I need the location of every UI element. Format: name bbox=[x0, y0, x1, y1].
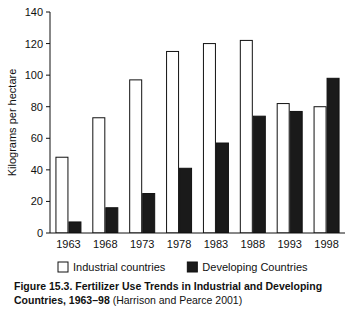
y-tick-label: 20 bbox=[31, 195, 43, 207]
chart: 0 20 40 60 80 100 120 140 Kilograms per hectare 1… bbox=[0, 0, 351, 321]
y-tick-label: 140 bbox=[25, 6, 43, 18]
x-tick-label: 1968 bbox=[93, 238, 117, 250]
y-axis bbox=[50, 12, 51, 233]
y-tick bbox=[46, 201, 50, 202]
x-tick-label: 1998 bbox=[314, 238, 338, 250]
legend-swatch bbox=[187, 262, 197, 272]
caption: Figure 15.3. Fertilizer Use Trends in In… bbox=[14, 279, 334, 307]
y-tick-label: 60 bbox=[31, 132, 43, 144]
x-axis bbox=[50, 233, 345, 234]
bar bbox=[253, 116, 265, 233]
y-tick bbox=[46, 106, 50, 107]
bar bbox=[93, 118, 105, 233]
bars bbox=[56, 40, 339, 233]
y-tick bbox=[46, 75, 50, 76]
bar bbox=[290, 111, 302, 233]
bar bbox=[216, 143, 228, 233]
x-tick-label: 1983 bbox=[204, 238, 228, 250]
bar bbox=[240, 40, 252, 233]
bar bbox=[106, 208, 118, 233]
y-tick bbox=[46, 233, 50, 234]
x-tick-label: 1978 bbox=[167, 238, 191, 250]
bar bbox=[56, 157, 68, 233]
y-tick bbox=[46, 169, 50, 170]
bar bbox=[314, 107, 326, 233]
x-tick-label: 1963 bbox=[56, 238, 80, 250]
y-tick bbox=[46, 138, 50, 139]
bar bbox=[203, 44, 215, 233]
legend-label: Industrial countries bbox=[73, 261, 166, 273]
bar bbox=[327, 78, 339, 233]
y-tick-label: 100 bbox=[25, 69, 43, 81]
legend-label: Developing Countries bbox=[202, 261, 308, 273]
bar bbox=[167, 51, 179, 233]
bar bbox=[180, 168, 192, 233]
y-tick bbox=[46, 12, 50, 13]
y-tick-label: 40 bbox=[31, 164, 43, 176]
bar bbox=[143, 194, 155, 233]
x-tick-label: 1993 bbox=[277, 238, 301, 250]
y-axis-label: Kilograms per hectare bbox=[6, 69, 18, 177]
bar bbox=[277, 104, 289, 233]
y-tick-label: 80 bbox=[31, 101, 43, 113]
x-tick-label: 1973 bbox=[130, 238, 154, 250]
y-tick-label: 120 bbox=[25, 38, 43, 50]
subtitle: (Harrison and Pearce 2001) bbox=[113, 294, 243, 306]
bar bbox=[69, 222, 81, 233]
x-tick-label: 1988 bbox=[241, 238, 265, 250]
y-tick bbox=[46, 43, 50, 44]
y-tick-label: 0 bbox=[37, 227, 43, 239]
legend-swatch bbox=[58, 262, 68, 272]
bar bbox=[130, 80, 142, 233]
